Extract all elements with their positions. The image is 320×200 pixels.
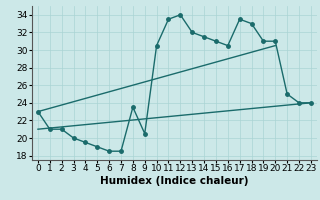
X-axis label: Humidex (Indice chaleur): Humidex (Indice chaleur) xyxy=(100,176,249,186)
